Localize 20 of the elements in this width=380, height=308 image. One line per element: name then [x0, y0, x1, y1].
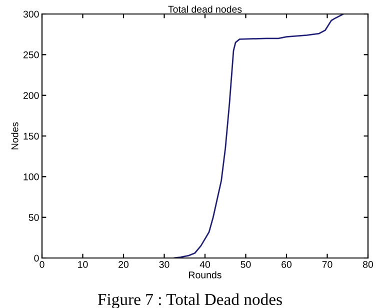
x-tick-label: 50 [240, 261, 251, 268]
x-tick-label: 10 [78, 261, 88, 268]
y-tick-label: 0 [34, 254, 39, 262]
line-series [174, 14, 344, 258]
chart-title: Total dead nodes [168, 6, 242, 13]
y-axis-title: Nodes [11, 122, 18, 150]
x-tick-label: 20 [118, 261, 129, 268]
y-tick-label: 300 [23, 10, 39, 18]
x-tick-label: 70 [322, 261, 332, 268]
x-tick-label: 60 [282, 261, 292, 268]
x-tick-label: 0 [40, 261, 44, 268]
y-tick-label: 250 [23, 51, 39, 58]
y-tick-label: 150 [24, 132, 39, 140]
x-axis-title: Rounds [189, 271, 222, 278]
y-tick-label: 50 [28, 214, 39, 221]
x-tick-label: 30 [159, 261, 170, 268]
x-tick-label: 80 [363, 261, 374, 268]
y-tick-label: 200 [23, 92, 39, 99]
y-tick-label: 100 [24, 173, 39, 180]
x-tick-label: 40 [200, 261, 210, 268]
